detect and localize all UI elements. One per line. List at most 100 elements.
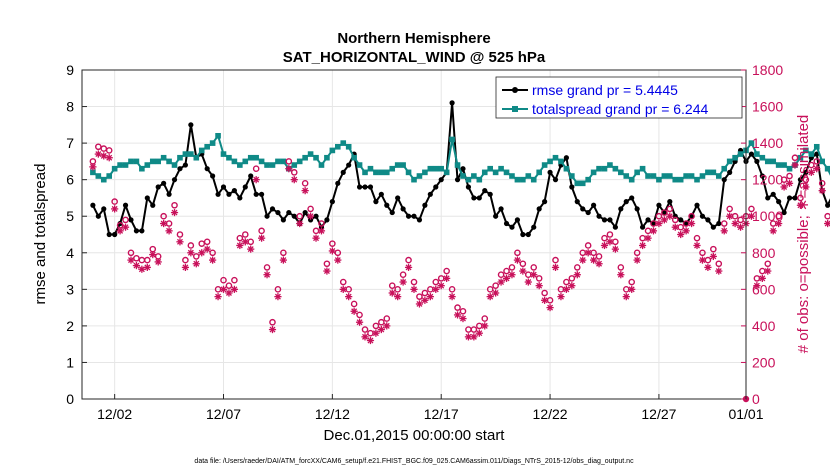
rmse-point [645, 217, 651, 223]
rmse-point [591, 202, 597, 208]
totalspread-point [797, 154, 804, 161]
obs-possible-point [568, 275, 576, 282]
asterisk-stroke [819, 187, 826, 194]
rmse-point [623, 199, 629, 205]
obs-assimilated-point [600, 241, 609, 250]
asterisk-stroke [171, 209, 178, 216]
totalspread-point [438, 165, 445, 172]
totalspread-point [824, 165, 830, 172]
asterisk-stroke [650, 227, 657, 234]
totalspread-point [280, 158, 287, 165]
obs-assimilated-point [622, 293, 630, 301]
obs-possible-point [416, 293, 423, 300]
obs-possible-point [563, 278, 570, 286]
totalspread-point [111, 165, 118, 172]
legend: rmse grand pr = 5.4445 totalspread grand… [495, 76, 743, 119]
obs-possible-point [274, 286, 282, 293]
asterisk-stroke [231, 286, 238, 293]
obs-possible-point [285, 158, 293, 165]
obs-assimilated-point [579, 256, 587, 264]
rmse-point [188, 122, 194, 128]
obs-assimilated-point [312, 234, 320, 242]
asterisk-stroke [492, 290, 499, 296]
totalspread-point [694, 176, 700, 183]
obs-assimilated-point [404, 263, 413, 271]
y2-tick-label: 1400 [752, 135, 783, 151]
asterisk-stroke [764, 268, 771, 275]
totalspread-point [683, 173, 689, 179]
rmse-point [678, 217, 684, 223]
obs-assimilated-point [791, 161, 799, 169]
rmse-point [204, 166, 210, 172]
totalspread-point [411, 176, 417, 183]
rmse-point [422, 202, 428, 208]
asterisk-stroke [389, 290, 396, 296]
totalspread-point [449, 136, 455, 143]
obs-assimilated-point [704, 263, 712, 271]
obs-assimilated-point [209, 256, 217, 264]
rmse-point [465, 184, 472, 190]
asterisk-stroke [280, 257, 287, 264]
obs-possible-point [715, 260, 723, 268]
rmse-point [253, 191, 259, 197]
obs-assimilated-point [557, 293, 565, 301]
asterisk-stroke [411, 286, 417, 293]
obs-possible-point [111, 198, 118, 205]
rmse-point [487, 191, 493, 197]
rmse-point [242, 184, 248, 190]
asterisk-stroke [334, 257, 341, 264]
obs-assimilated-point [796, 201, 805, 209]
asterisk-stroke [628, 286, 635, 293]
obs-assimilated-point [437, 282, 445, 290]
asterisk-stroke [606, 238, 613, 245]
obs-possible-point [503, 267, 510, 275]
asterisk-stroke [421, 297, 428, 304]
totalspread-point [770, 158, 777, 165]
obs-assimilated-point [241, 238, 249, 246]
obs-possible-point [307, 205, 314, 213]
obs-assimilated-point [693, 241, 701, 250]
totalspread-point [547, 158, 553, 165]
rmse-point [525, 231, 531, 238]
totalspread-point [661, 173, 668, 179]
totalspread-point [715, 173, 722, 179]
x-tick-label: 12/22 [533, 406, 568, 422]
asterisk-stroke [617, 271, 624, 278]
rmse-point [150, 202, 156, 208]
asterisk-stroke [225, 290, 232, 296]
rmse-point [90, 202, 96, 208]
asterisk-stroke [362, 333, 368, 340]
asterisk-stroke [198, 249, 205, 256]
plot-area-frame [82, 70, 746, 399]
asterisk-stroke [590, 257, 597, 264]
asterisk-stroke [345, 293, 352, 300]
obs-assimilated-point [410, 285, 418, 293]
totalspread-point [383, 169, 390, 176]
obs-assimilated-point [720, 227, 728, 235]
totalspread-point [247, 154, 254, 161]
rmse-point [161, 180, 167, 186]
obs-possible-point [726, 205, 733, 213]
totalspread-point [471, 173, 477, 179]
y2-tick-label: 1800 [752, 62, 783, 78]
obs-possible-point [361, 326, 369, 333]
obs-possible-point [192, 253, 200, 260]
rmse-point [378, 191, 384, 197]
totalspread-point [481, 169, 488, 176]
obs-possible-point [220, 276, 227, 284]
asterisk-stroke [111, 205, 118, 212]
obs-assimilated-point [519, 267, 527, 275]
obs-assimilated-point [426, 293, 434, 301]
rmse-point [716, 220, 722, 227]
obs-assimilated-point [666, 212, 674, 220]
obs-possible-point [459, 307, 467, 315]
obs-assimilated-point [644, 234, 652, 242]
obs-possible-point [209, 249, 216, 257]
obs-possible-point [399, 271, 407, 279]
asterisk-stroke [340, 286, 347, 293]
asterisk-stroke [89, 163, 96, 170]
obs-assimilated-point [306, 212, 315, 220]
totalspread-point [443, 169, 450, 176]
obs-assimilated-point [339, 285, 347, 293]
rmse-point [112, 231, 118, 238]
